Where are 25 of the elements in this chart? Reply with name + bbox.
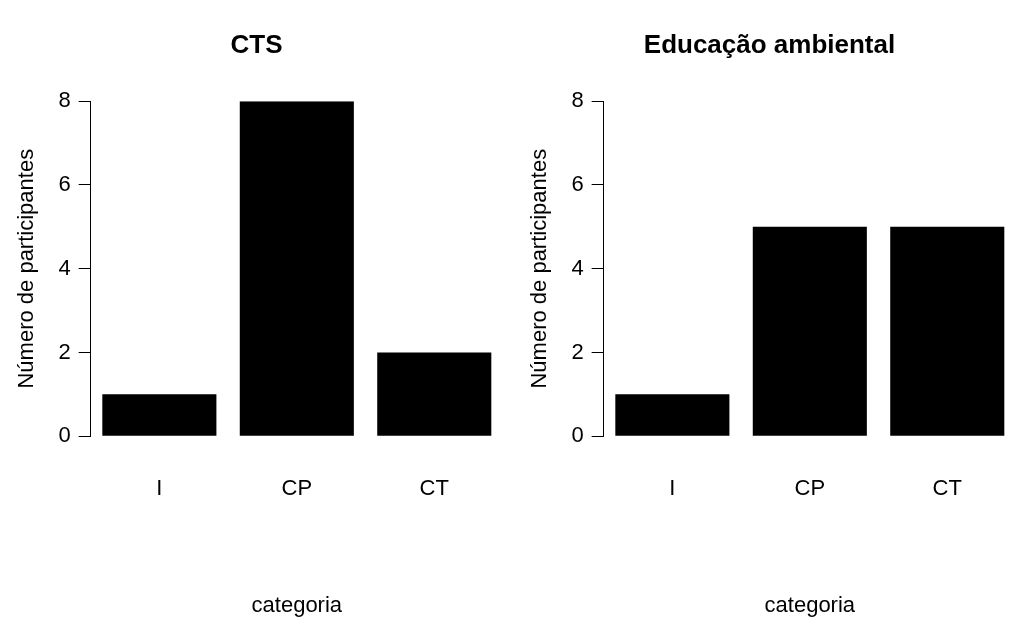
x-tick-label: I bbox=[156, 475, 163, 501]
x-tick-label: CP bbox=[281, 475, 313, 501]
y-tick-label: 4 bbox=[58, 254, 71, 280]
x-tick-label: CT bbox=[932, 475, 962, 501]
chart-title: Educação ambiental bbox=[643, 28, 896, 59]
y-tick-label: 2 bbox=[58, 338, 71, 364]
y-tick-label: 2 bbox=[571, 338, 584, 364]
bar bbox=[102, 394, 217, 436]
x-tick-label: CT bbox=[419, 475, 449, 501]
y-tick-label: 0 bbox=[58, 422, 71, 448]
y-tick-label: 6 bbox=[571, 171, 584, 197]
bar bbox=[377, 352, 492, 436]
y-tick-label: 8 bbox=[58, 87, 71, 113]
y-tick-label: 8 bbox=[571, 87, 584, 113]
y-tick-label: 0 bbox=[571, 422, 584, 448]
x-axis-title: categoria bbox=[764, 591, 856, 617]
bar bbox=[239, 101, 354, 436]
x-tick-label: I bbox=[669, 475, 676, 501]
x-tick-label: CP bbox=[794, 475, 826, 501]
y-axis-title: Número de participantes bbox=[13, 148, 39, 389]
y-tick-label: 4 bbox=[571, 254, 584, 280]
chart-title: CTS bbox=[230, 28, 283, 59]
x-axis-title: categoria bbox=[251, 591, 343, 617]
y-axis-title: Número de participantes bbox=[526, 148, 552, 389]
y-tick-label: 6 bbox=[58, 171, 71, 197]
